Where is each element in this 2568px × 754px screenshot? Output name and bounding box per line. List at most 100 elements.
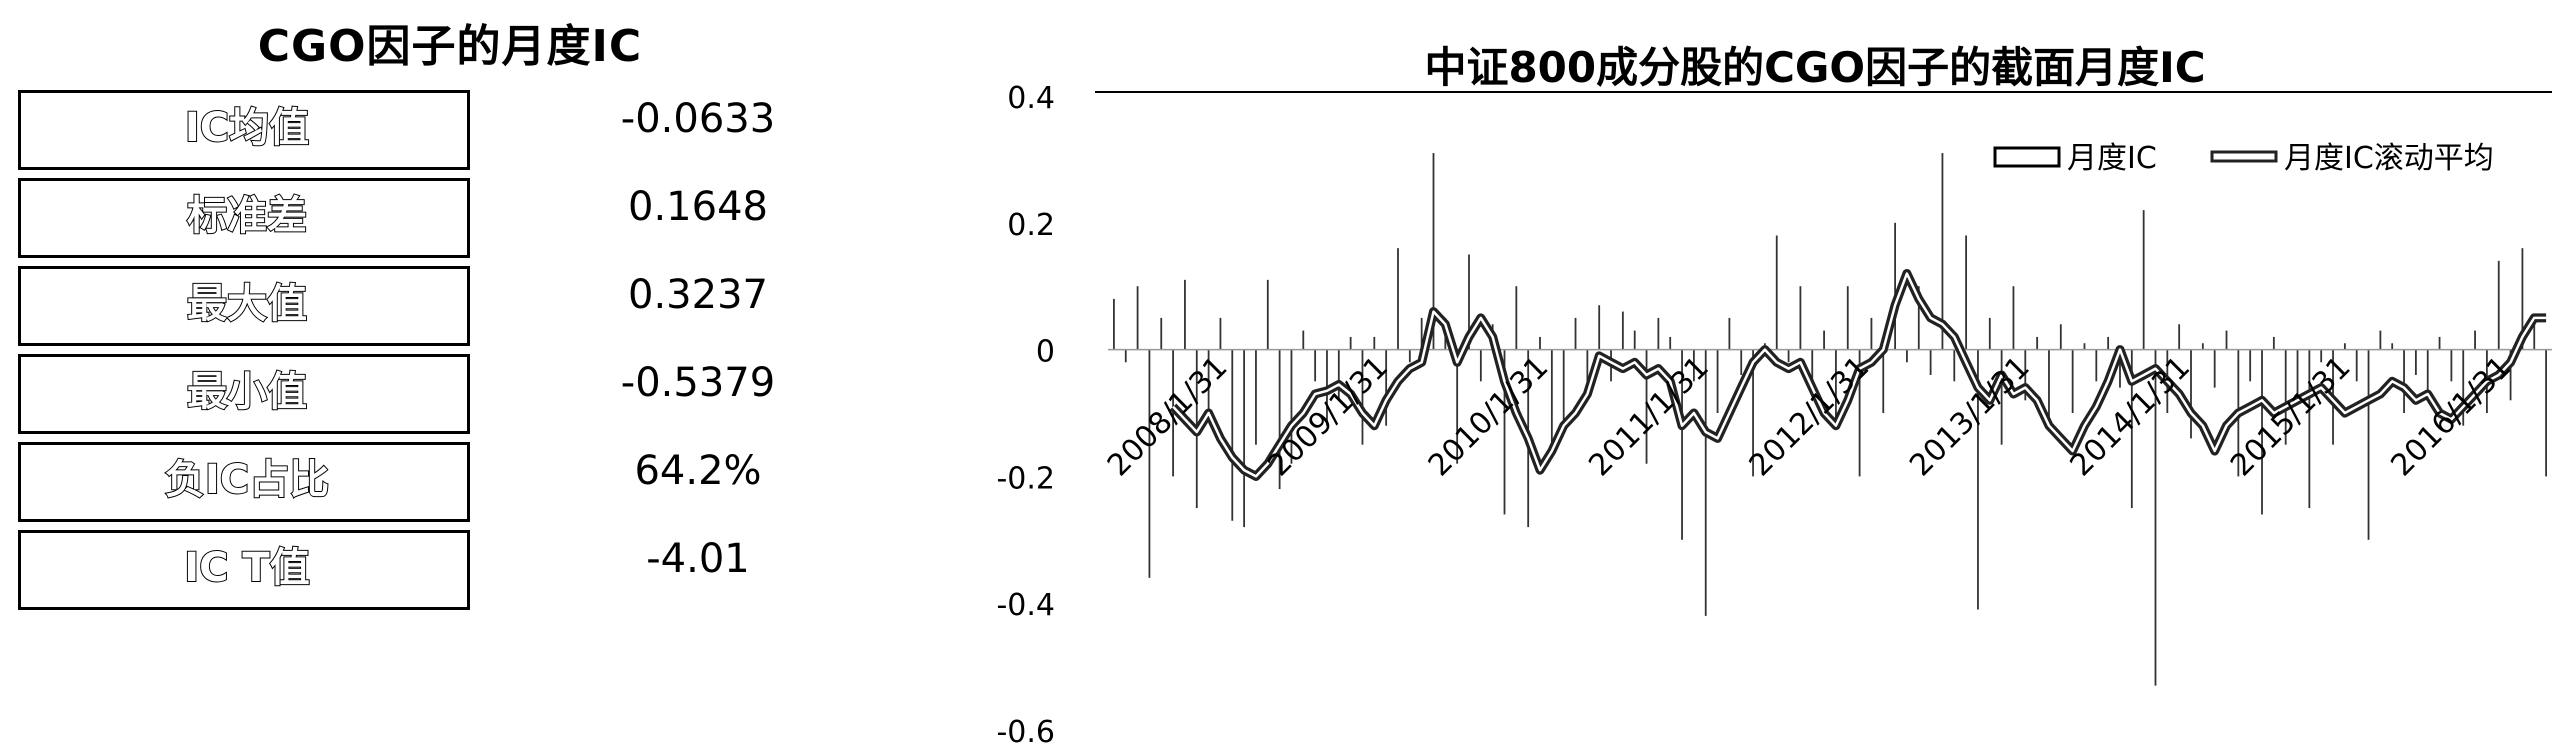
ic-bar xyxy=(2107,336,2110,350)
y-tick-label: -0.4 xyxy=(996,588,1055,623)
stat-row-t-value: IC T值 -4.01 xyxy=(18,530,818,614)
stat-label-box: IC均值 xyxy=(18,90,470,170)
ic-bar xyxy=(2201,343,2204,350)
ic-bar xyxy=(2545,349,2547,477)
ic-bar xyxy=(1716,349,1719,413)
ic-bar xyxy=(1846,286,1849,350)
stat-value: -0.5379 xyxy=(620,360,776,406)
y-tick-label: 0.4 xyxy=(1007,81,1055,116)
ic-bar xyxy=(2355,349,2358,382)
stat-value: 64.2% xyxy=(634,448,762,494)
ic-bar xyxy=(2190,349,2192,439)
ic-bar xyxy=(1704,349,1707,616)
ic-bar xyxy=(2249,349,2252,382)
legend-line-swatch xyxy=(2210,150,2278,163)
y-axis: 0.4 0.2 0 -0.2 -0.4 -0.6 xyxy=(996,81,1055,750)
y-tick-label: -0.6 xyxy=(996,715,1055,750)
stat-label: IC T值 xyxy=(183,544,310,592)
ic-bar xyxy=(1799,286,1802,350)
ic-bar xyxy=(1550,349,1553,445)
ic-bar xyxy=(2533,324,2536,350)
ic-bar xyxy=(1290,349,1293,464)
ic-bar xyxy=(1562,349,1565,426)
ic-bar xyxy=(1337,349,1340,401)
stat-label-box: 最大值 xyxy=(18,266,470,346)
legend-bar-label: 月度IC xyxy=(2067,141,2157,176)
ic-bar xyxy=(1977,349,1979,610)
ic-bar xyxy=(2509,349,2512,401)
ic-bar xyxy=(1752,349,1754,477)
ic-bar xyxy=(1574,317,1577,350)
ic-bar xyxy=(2426,349,2429,401)
ic-bar xyxy=(2272,336,2275,350)
ic-bar xyxy=(1586,349,1589,401)
ic-bar xyxy=(1385,349,1388,426)
x-tick-label: 2012/1/31 xyxy=(1743,350,1877,484)
ic-bar xyxy=(2024,349,2027,401)
ic-bar xyxy=(1598,305,1601,350)
chart-title: 中证800成分股的CGO因子的截面月度IC xyxy=(1424,43,2205,92)
ic-bar xyxy=(2521,248,2524,350)
ic-bar xyxy=(1349,336,1352,350)
ic-bar xyxy=(2284,349,2287,445)
ic-bar xyxy=(2130,349,2133,509)
ic-bar xyxy=(1503,349,1506,515)
ic-bar xyxy=(1408,349,1411,363)
ic-bar xyxy=(1882,349,1885,413)
ic-bar xyxy=(1669,336,1672,350)
ic-bar xyxy=(1621,311,1624,350)
stat-row-max: 最大值 0.3237 xyxy=(18,266,818,350)
ic-bar xyxy=(1539,336,1541,350)
ic-bar xyxy=(1184,279,1186,350)
legend: 月度IC 月度IC滚动平均 xyxy=(1993,141,2494,176)
ic-bar xyxy=(1728,317,1731,350)
ic-bar xyxy=(1255,349,1257,445)
ic-bar xyxy=(2036,336,2039,350)
ic-bar xyxy=(2059,324,2062,350)
ic-bar xyxy=(1692,349,1695,382)
x-axis: 2008/1/31 2009/1/31 2010/1/31 2011/1/31 2012… xyxy=(1101,350,2518,484)
ic-bar xyxy=(1314,349,1317,382)
x-tick-label: 2015/1/31 xyxy=(2224,350,2358,484)
ic-bar xyxy=(2296,349,2299,401)
y-tick-label: 0 xyxy=(1036,335,1055,370)
ic-bar xyxy=(2178,324,2181,350)
ic-bar xyxy=(1953,349,1956,382)
ic-bar xyxy=(2142,210,2145,350)
stats-title: CGO因子的月度IC xyxy=(257,21,643,72)
ic-bar xyxy=(1148,349,1151,578)
ic-bar xyxy=(1858,349,1861,477)
stat-value: 0.3237 xyxy=(628,272,768,318)
stat-value: -4.01 xyxy=(646,536,750,582)
ic-bar xyxy=(1835,349,1837,426)
stat-label: 最大值 xyxy=(186,280,308,328)
ic-bar xyxy=(1965,235,1968,350)
stat-label: 标准差 xyxy=(186,192,308,240)
ic-bar xyxy=(1633,330,1636,350)
ic-bar xyxy=(1361,349,1364,445)
ic-bar xyxy=(2213,349,2216,388)
y-tick-label: -0.2 xyxy=(996,461,1055,496)
ic-bar xyxy=(2343,343,2346,350)
ic-bar xyxy=(1811,349,1814,382)
ic-bar xyxy=(1740,349,1743,375)
ic-bar xyxy=(1775,235,1778,350)
stat-label: 最小值 xyxy=(186,368,308,416)
ic-bar xyxy=(2308,349,2311,509)
ic-bar xyxy=(2083,343,2086,350)
stat-row-negative-ratio: 负IC占比 64.2% xyxy=(18,442,818,526)
stat-row-min: 最小值 -0.5379 xyxy=(18,354,818,438)
ic-bar xyxy=(1906,349,1908,363)
stat-label-box: 最小值 xyxy=(18,354,470,434)
ic-bar xyxy=(1420,317,1423,350)
ic-bar xyxy=(2261,349,2263,515)
ic-bar xyxy=(1124,349,1127,363)
ic-bar xyxy=(2391,343,2394,350)
ic-bar xyxy=(1479,349,1482,382)
ic-bar xyxy=(1136,286,1139,350)
stat-label: IC均值 xyxy=(184,104,310,152)
ic-bar xyxy=(2497,260,2500,350)
rolling-mean-line xyxy=(1172,272,2547,478)
stat-row-mean: IC均值 -0.0633 xyxy=(18,90,818,174)
ic-bar xyxy=(2095,349,2098,382)
